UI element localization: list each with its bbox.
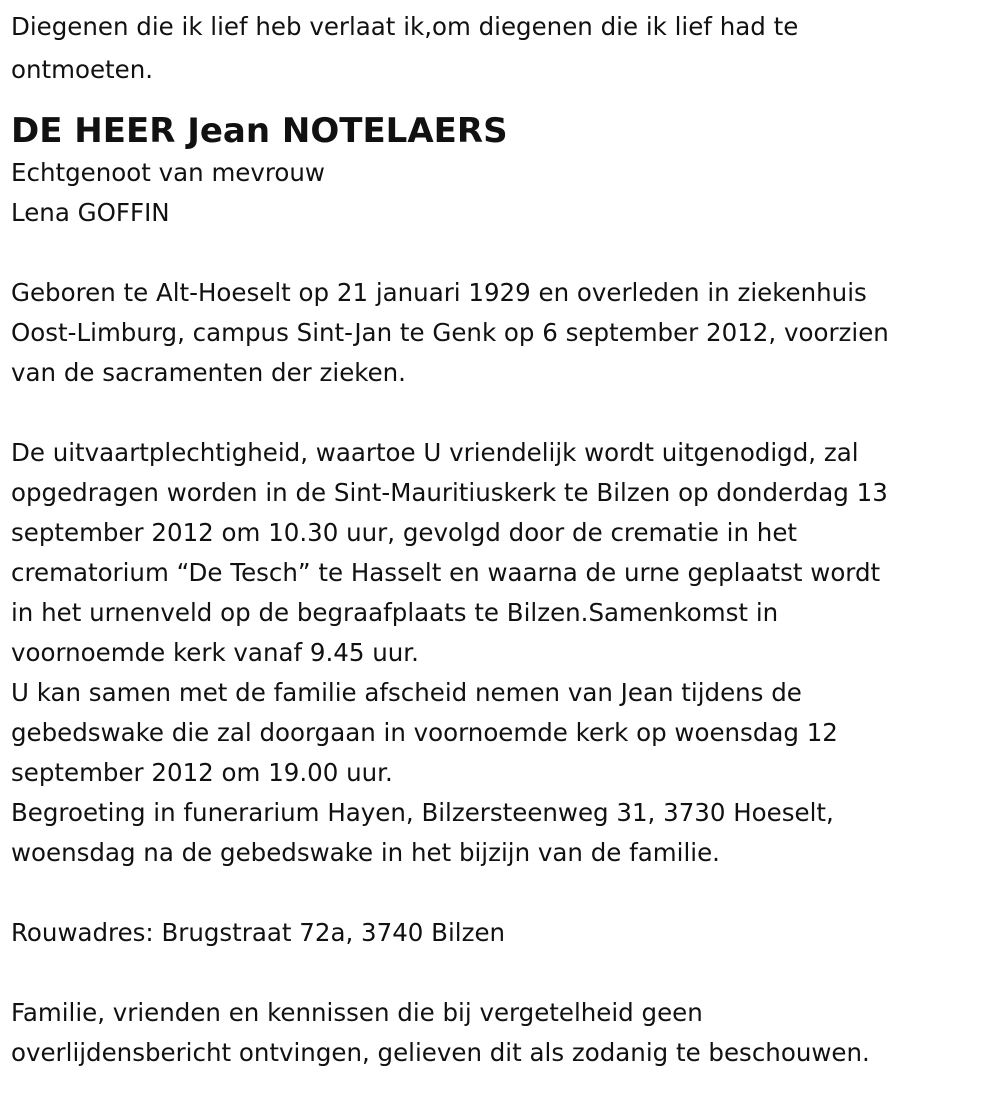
text-line: Oost-Limburg, campus Sint-Jan te Genk op… <box>11 318 889 347</box>
text-line: voornoemde kerk vanaf 9.45 uur. <box>11 638 419 667</box>
text-line: Rouwadres: Brugstraat 72a, 3740 Bilzen <box>11 918 506 947</box>
text-line: woensdag na de gebedswake in het bijzijn… <box>11 838 720 867</box>
mourning-address: Rouwadres: Brugstraat 72a, 3740 Bilzen <box>11 913 1000 953</box>
text-line: Begroeting in funerarium Hayen, Bilzerst… <box>11 798 834 827</box>
funeral-paragraph: De uitvaartplechtigheid, waartoe U vrien… <box>11 433 1000 873</box>
text-line: Echtgenoot van mevrouw <box>11 158 325 187</box>
birth-death-paragraph: Geboren te Alt-Hoeselt op 21 januari 192… <box>11 273 1000 393</box>
text-line: crematorium “De Tesch” te Hasselt en waa… <box>11 558 881 587</box>
text-line: Geboren te Alt-Hoeselt op 21 januari 192… <box>11 278 867 307</box>
intro-quote: Diegenen die ik lief heb verlaat ik,om d… <box>11 0 1000 91</box>
text-line: De uitvaartplechtigheid, waartoe U vrien… <box>11 438 859 467</box>
text-line: overlijdensbericht ontvingen, gelieven d… <box>11 1038 870 1067</box>
text-line: van de sacramenten der zieken. <box>11 358 406 387</box>
text-line: Lena GOFFIN <box>11 198 170 227</box>
text-line: opgedragen worden in de Sint-Mauritiuske… <box>11 478 888 507</box>
text-line: Diegenen die ik lief heb verlaat ik,om d… <box>11 12 799 41</box>
deceased-name-heading: DE HEER Jean NOTELAERS <box>11 111 508 151</box>
text-line: in het urnenveld op de begraafplaats te … <box>11 598 779 627</box>
obituary-document: Diegenen die ik lief heb verlaat ik,om d… <box>11 0 1000 1073</box>
spouse-section: Echtgenoot van mevrouw Lena GOFFIN <box>11 153 1000 233</box>
text-line: september 2012 om 19.00 uur. <box>11 758 393 787</box>
text-line: ontmoeten. <box>11 55 154 84</box>
text-line: Familie, vrienden en kennissen die bij v… <box>11 998 703 1027</box>
closing-note: Familie, vrienden en kennissen die bij v… <box>11 993 1000 1073</box>
text-line: U kan samen met de familie afscheid neme… <box>11 678 802 707</box>
text-line: gebedswake die zal doorgaan in voornoemd… <box>11 718 838 747</box>
text-line: september 2012 om 10.30 uur, gevolgd doo… <box>11 518 798 547</box>
